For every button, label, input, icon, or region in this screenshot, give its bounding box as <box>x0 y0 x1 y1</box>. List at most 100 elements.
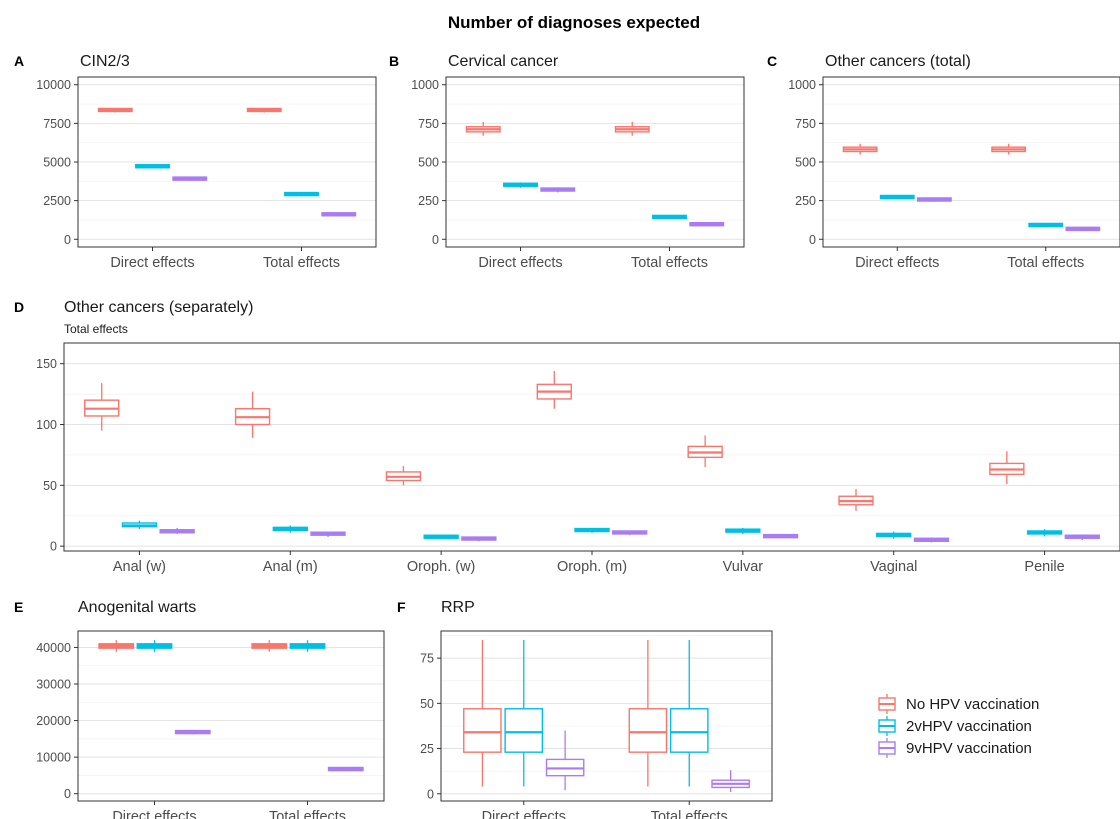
box-9vhpv-vaccination-1 <box>310 531 346 538</box>
box-9vhpv-vaccination-2 <box>461 536 497 542</box>
plot-border <box>77 630 385 802</box>
y-tick-label: 7500 <box>43 117 71 131</box>
y-tick-label: 10000 <box>36 751 71 765</box>
box-2vhpv-vaccination-1 <box>289 640 326 652</box>
x-tick-label: Direct effects <box>482 809 566 819</box>
box-no-hpv-vaccination-6 <box>989 451 1025 485</box>
panel-d: D Other cancers (separately) Total effects… <box>14 299 1120 575</box>
panel-title-c: Other cancers (total) <box>825 53 971 70</box>
x-tick-label: Oroph. (m) <box>557 559 627 575</box>
x-tick-label: Direct effects <box>855 255 939 271</box>
box-no-hpv-vaccination-0 <box>465 121 501 136</box>
box-9vhpv-vaccination-4 <box>762 533 799 539</box>
y-tick-label: 0 <box>427 787 434 801</box>
box-2vhpv-vaccination-1 <box>284 191 319 197</box>
x-tick-label: Total effects <box>651 809 728 819</box>
y-tick-label: 750 <box>418 117 439 131</box>
box-9vhpv-vaccination-1 <box>689 221 725 227</box>
box-2vhpv-vaccination-1 <box>669 640 709 787</box>
plot-border <box>63 342 1120 552</box>
y-tick-label: 0 <box>432 233 439 247</box>
legend-item-1: 2vHPV vaccination <box>876 715 1032 737</box>
panel-title-d: Other cancers (separately) <box>64 299 253 316</box>
panel-tag-f: F <box>397 599 406 615</box>
y-tick-label: 100 <box>36 418 57 432</box>
box-no-hpv-vaccination-1 <box>628 640 668 787</box>
box-2vhpv-vaccination-1 <box>1028 222 1064 228</box>
panel-tag-a: A <box>14 53 24 69</box>
y-tick-label: 50 <box>43 479 57 493</box>
figure-title: Number of diagnoses expected <box>448 13 700 32</box>
x-tick-label: Penile <box>1024 559 1064 575</box>
panel-c: C Other cancers (total) 0 250 500 750 1000 Dire… <box>767 53 1120 271</box>
plot-border <box>445 76 745 248</box>
y-tick-label: 0 <box>64 787 71 801</box>
y-tick-label: 250 <box>418 194 439 208</box>
box-9vhpv-vaccination-3 <box>612 530 648 536</box>
box-no-hpv-vaccination-0 <box>463 640 502 787</box>
box-2vhpv-vaccination-1 <box>652 214 687 220</box>
legend-label-1: 2vHPV vaccination <box>906 718 1032 735</box>
panel-title-a: CIN2/3 <box>80 53 130 70</box>
x-tick-label: Direct effects <box>110 255 194 271</box>
legend: No HPV vaccination 2vHPV vaccination 9vH… <box>876 693 1039 759</box>
box-2vhpv-vaccination-0 <box>879 194 915 200</box>
x-tick-label: Oroph. (w) <box>407 559 476 575</box>
box-no-hpv-vaccination-0 <box>842 143 878 155</box>
box-9vhpv-vaccination-0 <box>545 730 585 791</box>
box-2vhpv-vaccination-0 <box>504 640 544 787</box>
y-tick-label: 75 <box>420 652 434 666</box>
y-tick-label: 1000 <box>788 78 816 92</box>
x-tick-label: Direct effects <box>478 255 562 271</box>
y-tick-label: 500 <box>795 156 816 170</box>
plot-area <box>64 343 1120 551</box>
panel-tag-b: B <box>389 53 399 69</box>
box-2vhpv-vaccination-5 <box>876 531 912 539</box>
y-tick-label: 2500 <box>43 194 71 208</box>
panel-a: A CIN2/3 0 2500 5000 7500 10000 Direct effects T… <box>14 53 377 271</box>
x-tick-label: Anal (w) <box>113 559 166 575</box>
box-no-hpv-vaccination-5 <box>838 488 874 511</box>
box-iqr <box>628 708 668 753</box>
y-tick-label: 30000 <box>36 678 71 692</box>
box-2vhpv-vaccination-0 <box>121 520 158 530</box>
box-no-hpv-vaccination-4 <box>687 435 723 468</box>
y-tick-label: 0 <box>64 233 71 247</box>
plot-border <box>440 630 773 802</box>
panel-subtitle-d: Total effects <box>64 322 128 336</box>
x-tick-label: Total effects <box>631 255 708 271</box>
box-iqr <box>504 708 544 753</box>
y-tick-label: 0 <box>809 233 816 247</box>
y-tick-label: 750 <box>795 117 816 131</box>
box-iqr <box>463 708 502 753</box>
box-9vhpv-vaccination-0 <box>540 187 576 193</box>
box-9vhpv-vaccination-0 <box>172 176 208 181</box>
box-9vhpv-vaccination-6 <box>1064 534 1100 541</box>
plot-area <box>78 631 384 801</box>
box-2vhpv-vaccination-0 <box>135 164 170 169</box>
panel-tag-e: E <box>14 599 23 615</box>
legend-key-1 <box>876 715 898 737</box>
box-2vhpv-vaccination-2 <box>423 534 459 539</box>
box-no-hpv-vaccination-1 <box>251 640 288 652</box>
box-no-hpv-vaccination-1 <box>234 391 271 438</box>
panel-tag-c: C <box>767 53 777 69</box>
panel-f: F RRP 0 25 50 75 Direct effects Total effects <box>397 599 773 819</box>
x-tick-label: Vaginal <box>870 559 917 575</box>
box-no-hpv-vaccination-1 <box>246 107 282 113</box>
legend-key-2 <box>876 737 898 759</box>
x-tick-label: Anal (m) <box>263 559 318 575</box>
y-tick-label: 500 <box>418 156 439 170</box>
panel-title-f: RRP <box>441 599 475 616</box>
box-2vhpv-vaccination-0 <box>503 182 538 188</box>
box-2vhpv-vaccination-1 <box>272 525 308 533</box>
y-tick-label: 10000 <box>36 78 71 92</box>
y-tick-label: 1000 <box>411 78 439 92</box>
box-9vhpv-vaccination-0 <box>916 197 952 202</box>
box-2vhpv-vaccination-0 <box>136 640 173 652</box>
y-tick-label: 5000 <box>43 156 71 170</box>
panel-title-b: Cervical cancer <box>448 53 559 70</box>
panel-b: B Cervical cancer 0 250 500 750 1000 Direct eff… <box>389 53 745 271</box>
